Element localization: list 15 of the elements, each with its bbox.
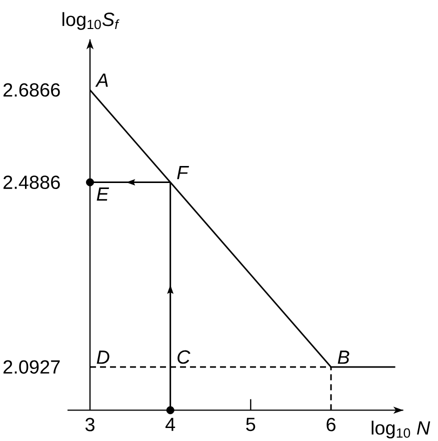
x-tick-label: 6 [326,418,336,432]
y-tick-label: 2.0927 [4,360,60,374]
annotation: E [96,187,110,201]
text: log$_{10}$S$_{f}$ [62,12,120,30]
x-tick-label: 3 [85,418,94,432]
x-axis-title: log$_{10}$ N [372,420,430,438]
annotation: C [178,350,190,364]
annotation: D [96,350,110,364]
annotation: F [177,166,190,180]
annotation: A [95,74,108,87]
y-tick-label: 2.6866 [4,83,60,97]
x-tick-label: 5 [246,418,256,432]
annotation: B [338,350,350,364]
y-tick-label: 2.4886 [4,176,60,190]
x-tick-label: 4 [165,418,176,431]
